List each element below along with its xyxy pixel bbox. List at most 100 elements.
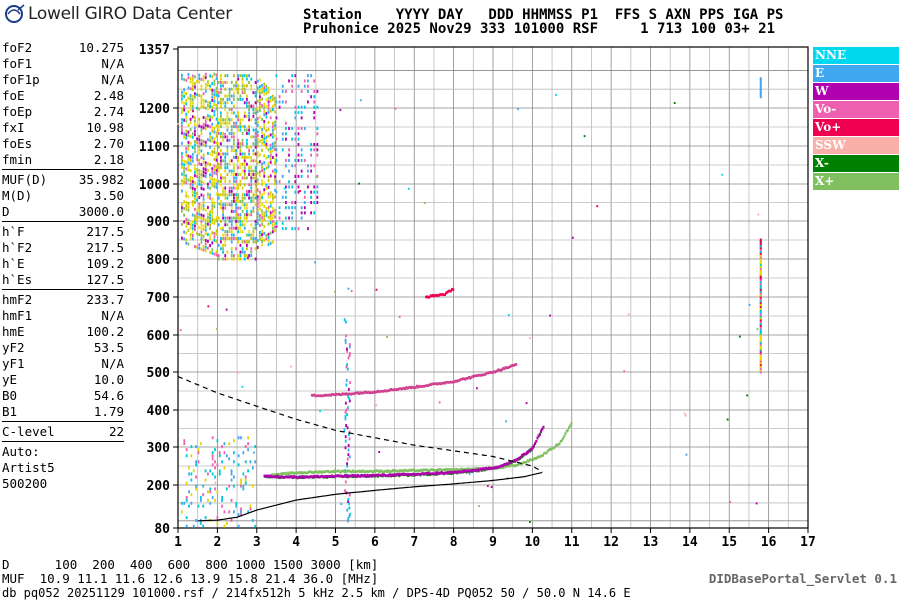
trace-point [416, 473, 419, 476]
echo-point [233, 510, 235, 514]
echo-point [259, 160, 261, 164]
trace-point [539, 454, 542, 458]
echo-point [555, 93, 557, 96]
echo-point [294, 174, 297, 178]
trace-point [430, 294, 433, 298]
trace-point [434, 471, 437, 475]
echo-point [200, 88, 203, 92]
footer-d-line: D 100 200 400 600 800 1000 1500 3000 [km… [2, 557, 379, 572]
echo-point [759, 240, 762, 244]
echo-point [202, 180, 205, 184]
echo-point [224, 152, 227, 156]
param-row: h`F2 217.5 [2, 240, 124, 256]
echo-point [347, 453, 350, 457]
param-row: foE 2.48 [2, 88, 124, 104]
trace-point [404, 387, 407, 391]
echo-point [271, 145, 274, 149]
echo-point [274, 124, 276, 128]
trace-point [333, 393, 336, 396]
echo-point [254, 236, 257, 240]
echo-point [271, 196, 274, 200]
divider [2, 421, 124, 422]
echo-point [202, 116, 205, 119]
trace-point [356, 470, 359, 473]
echo-point [187, 195, 190, 199]
echo-point [181, 155, 183, 159]
trace-point [536, 436, 539, 440]
echo-point [263, 113, 266, 117]
echo-point [226, 125, 229, 129]
echo-point [198, 179, 201, 183]
echo-point [243, 196, 246, 200]
param-value: 54.6 [93, 388, 124, 403]
echo-point [235, 247, 237, 251]
echo-point [339, 108, 342, 111]
echo-point [271, 135, 274, 139]
echo-point [209, 213, 211, 217]
trace-point [425, 295, 428, 299]
echo-point [271, 220, 274, 224]
echo-point [217, 169, 220, 173]
echo-point [294, 164, 297, 168]
echo-point [299, 189, 301, 192]
echo-point [259, 237, 261, 241]
echo-point [235, 501, 238, 505]
echo-point [181, 202, 183, 206]
echo-point [243, 125, 246, 129]
echo-point [249, 460, 252, 464]
echo-point [256, 161, 259, 165]
echo-point [200, 237, 203, 241]
echo-point [759, 86, 762, 90]
echo-point [254, 257, 257, 261]
echo-point [291, 89, 294, 93]
echo-point [243, 155, 246, 159]
echo-point [187, 242, 190, 246]
echo-point [265, 135, 268, 139]
echo-point [222, 247, 224, 251]
trace-point [430, 472, 433, 476]
echo-point [216, 521, 219, 525]
trace-point [476, 374, 479, 377]
echo-point [316, 148, 319, 152]
trace-point [544, 451, 547, 455]
echo-point [220, 104, 222, 108]
echo-point [211, 150, 214, 154]
trace-point [528, 450, 531, 453]
echo-point [237, 463, 240, 467]
trace-point [566, 428, 569, 432]
trace-point [466, 376, 469, 380]
echo-point [230, 472, 233, 476]
trace-point [495, 465, 498, 469]
trace-point [385, 474, 388, 477]
echo-point [274, 127, 276, 131]
echo-point [256, 154, 259, 158]
echo-point [291, 227, 294, 231]
trace-point [296, 476, 299, 480]
echo-point [267, 97, 270, 101]
echo-point [252, 114, 255, 118]
trace-point [523, 461, 526, 464]
echo-point [281, 227, 284, 231]
echo-point [233, 257, 235, 261]
echo-point [209, 176, 211, 180]
echo-point [239, 223, 242, 227]
echo-point [198, 243, 201, 247]
echo-point [195, 518, 198, 522]
echo-point [220, 77, 222, 81]
echo-point [288, 153, 290, 157]
echo-point [189, 77, 192, 81]
echo-point [310, 195, 312, 199]
echo-point [300, 111, 303, 115]
trace-point [420, 385, 423, 388]
echo-point [198, 212, 201, 216]
trace-point [288, 472, 291, 476]
echo-point [211, 200, 214, 204]
echo-point [240, 510, 242, 514]
echo-point [223, 442, 226, 446]
echo-point [243, 257, 246, 261]
echo-point [197, 460, 200, 464]
echo-point [198, 202, 201, 206]
echo-point [224, 219, 227, 223]
param-name: MUF(D) [2, 172, 48, 187]
echo-point [190, 493, 193, 497]
